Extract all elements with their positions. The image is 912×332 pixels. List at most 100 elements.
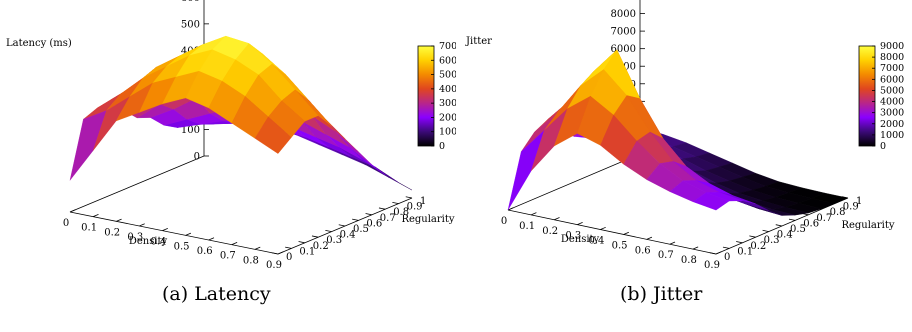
regularity-tick-label: 0 xyxy=(724,252,730,263)
regularity-tick-mark xyxy=(298,241,305,244)
z-tick-label: 500 xyxy=(181,19,200,30)
regularity-tick-mark xyxy=(405,196,413,199)
base-back-edge xyxy=(69,155,205,213)
regularity-tick-mark xyxy=(709,252,717,255)
regularity-tick-label: 1 xyxy=(420,196,426,207)
regularity-tick-mark xyxy=(775,224,783,227)
colorbar-tick-label: 9000 xyxy=(880,41,904,52)
regularity-tick-mark xyxy=(352,218,359,221)
colorbar-tick-label: 500 xyxy=(439,70,456,81)
density-tick-label: 0.7 xyxy=(658,250,674,261)
regularity-tick-label: 0.3 xyxy=(326,235,342,246)
density-tick-mark xyxy=(116,218,122,222)
colorbar-tick-label: 7000 xyxy=(880,63,904,74)
colorbar xyxy=(417,45,435,147)
density-tick-label: 0.5 xyxy=(612,240,628,251)
density-tick-label: 0.3 xyxy=(565,231,581,242)
colorbar-tick-label: 0 xyxy=(880,141,886,152)
z-axis-label: Jitter xyxy=(465,36,492,47)
regularity-axis-label: Regularity xyxy=(401,214,454,225)
regularity-tick-mark xyxy=(736,241,743,244)
regularity-tick-label: 0.5 xyxy=(353,224,369,235)
z-tick-label: 9000 xyxy=(611,0,636,3)
density-tick-label: 0.9 xyxy=(266,260,282,271)
density-tick-mark xyxy=(600,226,606,230)
regularity-tick-mark xyxy=(749,235,756,238)
z-tick-label: 100 xyxy=(181,125,200,136)
regularity-tick-label: 0.9 xyxy=(843,202,859,213)
regularity-tick-label: 0.8 xyxy=(830,207,846,218)
surface-patch xyxy=(69,110,107,181)
density-axis-label: Density xyxy=(561,234,600,245)
density-tick-label: 0.4 xyxy=(150,237,166,248)
regularity-tick-label: 0 xyxy=(286,252,292,263)
density-tick-mark xyxy=(715,251,722,255)
regularity-axis-label: Regularity xyxy=(841,220,894,231)
density-tick-mark xyxy=(139,223,145,227)
regularity-tick-mark xyxy=(325,229,332,232)
colorbar-tick-label: 2000 xyxy=(880,119,904,130)
regularity-tick-label: 0.1 xyxy=(737,246,753,257)
base-back-edge xyxy=(507,153,641,211)
density-tick-label: 0.1 xyxy=(519,221,535,232)
regularity-tick-label: 0.1 xyxy=(299,246,315,257)
regularity-tick-label: 0.5 xyxy=(790,224,806,235)
regularity-tick-mark xyxy=(338,224,346,227)
z-tick-label: 600 xyxy=(181,0,200,4)
density-tick-label: 0.9 xyxy=(704,260,720,271)
density-axis-line xyxy=(507,209,717,255)
density-tick-mark xyxy=(162,228,168,232)
density-tick-mark xyxy=(646,236,653,240)
colorbar-tick-label: 0 xyxy=(439,141,445,152)
regularity-tick-mark xyxy=(722,246,730,249)
density-tick-mark xyxy=(577,222,583,226)
regularity-tick-mark xyxy=(392,201,399,204)
caption-jitter: (b) Jitter xyxy=(620,283,703,305)
density-tick-mark xyxy=(669,241,676,245)
density-tick-mark xyxy=(254,246,261,250)
regularity-tick-label: 1 xyxy=(856,196,862,207)
regularity-tick-label: 0.4 xyxy=(777,230,793,241)
density-tick-mark xyxy=(554,217,560,221)
density-tick-label: 0.6 xyxy=(197,246,213,257)
density-tick-label: 0.2 xyxy=(104,227,120,238)
density-axis-label: Density xyxy=(129,236,168,247)
regularity-tick-label: 0.6 xyxy=(803,218,819,229)
surface-patch xyxy=(692,192,730,211)
density-tick-mark xyxy=(92,214,99,218)
regularity-tick-label: 0.8 xyxy=(393,207,409,218)
regularity-tick-mark xyxy=(788,218,796,221)
density-tick-mark xyxy=(530,212,537,216)
z-axis-label: Latency (ms) xyxy=(6,38,72,49)
density-tick-label: 0.5 xyxy=(174,241,190,252)
latency-surface-plot: 0100200300400500600700Latency (ms)00.10.… xyxy=(6,0,456,271)
jitter-surface-plot: 0100020003000400050006000700080009000Jit… xyxy=(465,0,904,271)
regularity-tick-mark xyxy=(762,229,769,232)
regularity-tick-label: 0.4 xyxy=(340,230,356,241)
colorbar-tick-label: 300 xyxy=(439,98,456,109)
colorbar-tick-label: 8000 xyxy=(880,52,904,63)
z-tick-label: 6000 xyxy=(611,44,636,55)
density-tick-label: 0.8 xyxy=(681,255,697,266)
density-tick-mark xyxy=(623,231,629,235)
colorbar-tick-label: 200 xyxy=(439,112,456,123)
regularity-tick-label: 0.7 xyxy=(380,213,396,224)
density-axis-line xyxy=(69,211,279,255)
regularity-tick-mark xyxy=(378,207,386,210)
colorbar-tick-label: 1000 xyxy=(880,130,904,141)
z-tick-label: 0 xyxy=(194,152,200,163)
caption-latency: (a) Latency xyxy=(162,283,271,305)
regularity-tick-mark xyxy=(271,252,279,255)
regularity-tick-mark xyxy=(311,235,319,238)
density-tick-label: 0 xyxy=(501,216,507,227)
regularity-tick-label: 0.7 xyxy=(816,213,832,224)
regularity-tick-label: 0.6 xyxy=(366,218,382,229)
colorbar-tick-label: 600 xyxy=(439,55,456,66)
density-tick-mark xyxy=(231,242,238,246)
density-tick-label: 0.3 xyxy=(127,232,143,243)
density-tick-label: 0 xyxy=(63,218,69,229)
regularity-tick-label: 0.2 xyxy=(313,241,329,252)
density-tick-label: 0.1 xyxy=(81,223,97,234)
density-tick-label: 0.7 xyxy=(220,251,236,262)
